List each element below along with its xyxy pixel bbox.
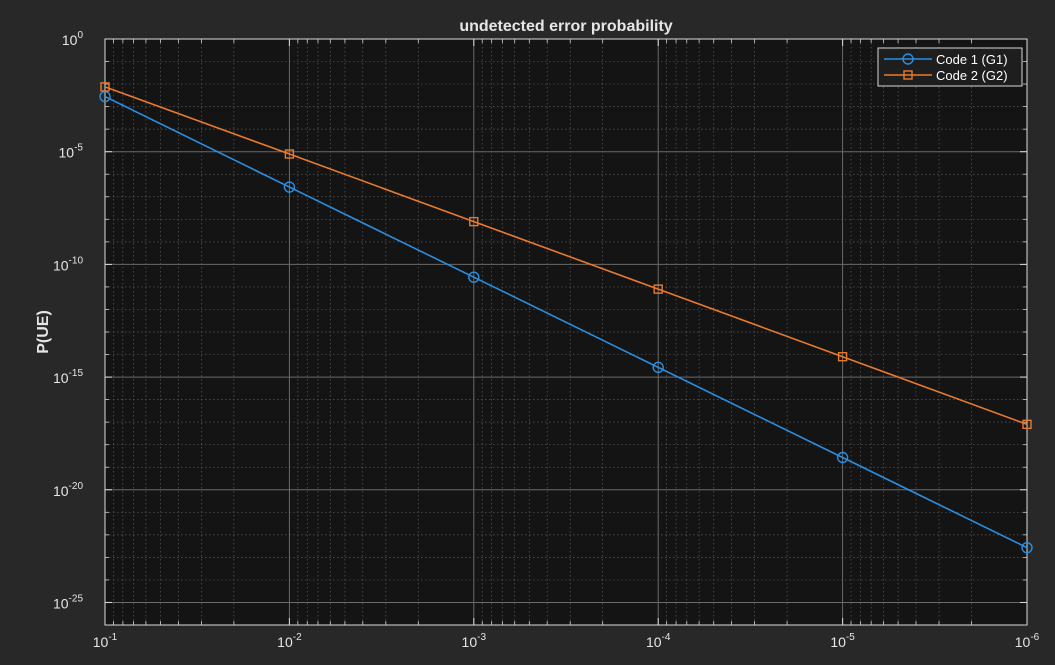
x-tick-base: 10 — [277, 634, 293, 650]
y-tick-label: 100 — [62, 30, 84, 48]
series-1 — [99, 90, 1033, 554]
x-tick-exponent: -4 — [662, 632, 671, 643]
x-tick-exponent: -1 — [108, 632, 117, 643]
x-tick-label: 10-2 — [277, 632, 302, 650]
legend-square-marker — [903, 70, 913, 80]
y-tick-base: 10 — [59, 145, 75, 161]
data-point-square — [469, 216, 479, 227]
y-tick-base: 10 — [53, 257, 69, 273]
series-2-line — [104, 86, 1028, 426]
x-tick-label: 10-5 — [830, 632, 855, 650]
minor-grid — [105, 39, 1027, 626]
data-point-circle — [836, 451, 849, 464]
y-tick-label: 10-25 — [53, 593, 83, 611]
y-tick-base: 10 — [53, 483, 69, 499]
data-point-circle — [468, 271, 480, 283]
x-tick-base: 10 — [646, 634, 662, 650]
series-1-line — [104, 95, 1028, 549]
x-tick-base: 10 — [93, 634, 109, 650]
x-tick-base: 10 — [1015, 634, 1031, 650]
data-point-square — [653, 284, 663, 294]
y-tick-exponent: -25 — [69, 593, 84, 604]
x-tick-exponent: -2 — [293, 632, 302, 643]
data-point-circle — [1021, 541, 1033, 554]
legend-label: Code 1 (G1) — [936, 52, 1008, 67]
data-point-square — [1022, 419, 1032, 430]
x-tick-exponent: -5 — [846, 632, 855, 643]
x-tick-label: 10-3 — [462, 632, 487, 650]
chart-title: undetected error probability — [459, 18, 672, 35]
y-tick-exponent: 0 — [77, 30, 83, 41]
data-point-circle — [283, 181, 296, 193]
y-tick-label: 10-10 — [53, 255, 83, 273]
y-tick-exponent: -20 — [69, 481, 84, 492]
series-2 — [100, 82, 1032, 430]
x-tick-exponent: -6 — [1030, 632, 1039, 643]
x-tick-labels: 10-1 10-2 10-3 10-4 10-5 10-6 — [93, 632, 1040, 650]
data-point-square — [284, 149, 295, 159]
legend[interactable]: Code 1 (G1)Code 2 (G2) — [877, 47, 1023, 87]
legend-circle-marker — [902, 53, 914, 65]
y-tick-label: 10-15 — [53, 368, 83, 386]
legend-item: Code 2 (G2) — [884, 68, 1008, 83]
y-tick-exponent: -5 — [74, 143, 83, 154]
x-tick-label: 10-6 — [1015, 632, 1040, 650]
y-tick-base: 10 — [53, 370, 69, 386]
y-tick-exponent: -10 — [69, 255, 84, 266]
tick-marks — [104, 38, 1028, 626]
y-tick-label: 10-20 — [53, 481, 83, 499]
data-point-square — [100, 82, 110, 92]
y-axis-label: P(UE) — [35, 310, 52, 354]
x-tick-exponent: -3 — [477, 632, 486, 643]
y-tick-exponent: -15 — [69, 368, 84, 379]
legend-item: Code 1 (G1) — [884, 52, 1008, 67]
x-tick-base: 10 — [462, 634, 478, 650]
legend-box — [877, 47, 1023, 87]
data-point-square — [837, 352, 848, 362]
y-tick-label: 10-5 — [59, 143, 84, 161]
y-tick-base: 10 — [62, 32, 78, 48]
x-tick-label: 10-1 — [93, 632, 118, 650]
data-point-circle — [652, 361, 664, 374]
y-tick-base: 10 — [53, 595, 69, 611]
legend-label: Code 2 (G2) — [936, 68, 1008, 83]
series-layer — [99, 82, 1033, 554]
x-tick-base: 10 — [830, 634, 846, 650]
x-tick-label: 10-4 — [646, 632, 671, 650]
